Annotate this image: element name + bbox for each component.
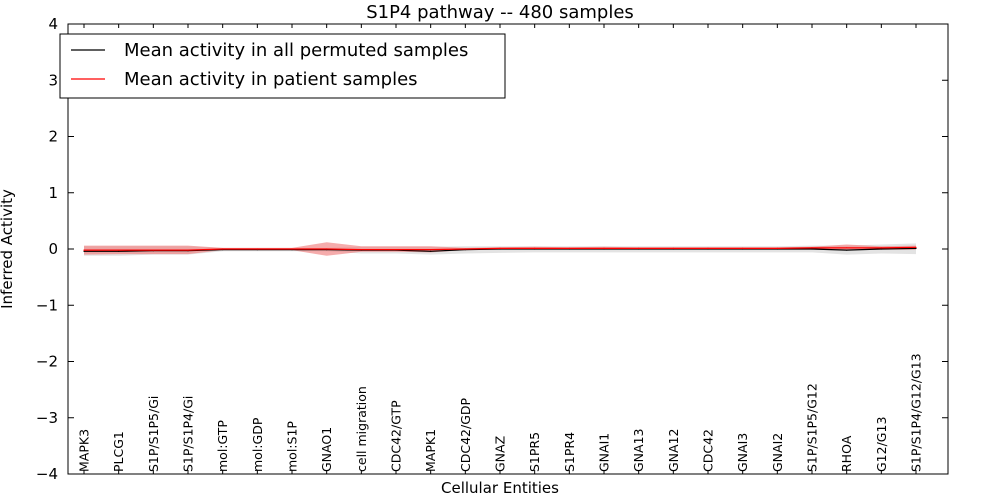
patient-point	[568, 247, 570, 249]
x-category-label: GNA13	[631, 429, 646, 473]
patient-point	[742, 247, 744, 249]
x-category-label: S1P/S1P4/Gi	[181, 396, 196, 472]
patient-point	[222, 248, 224, 250]
patient-point	[846, 247, 848, 249]
patient-point	[776, 247, 778, 249]
x-category-label: MAPK3	[77, 429, 92, 472]
x-axis-ticks: MAPK3 PLCG1 S1P/S1P5/Gi S1P/S1P4/Gi mol:GTP m…	[77, 24, 924, 474]
permuted-point	[118, 250, 120, 252]
series-lines	[83, 246, 917, 252]
y-tick-label: −4	[36, 465, 58, 483]
x-category-label: mol:GDP	[250, 417, 265, 472]
patient-point	[811, 247, 813, 249]
chart-title: S1P4 pathway -- 480 samples	[366, 2, 634, 23]
x-category-label: CDC42	[701, 429, 716, 472]
patient-point	[672, 247, 674, 249]
patient-point	[360, 249, 362, 251]
patient-point	[291, 248, 293, 250]
x-category-label: GNAO1	[319, 427, 334, 472]
x-category-label: G12/G13	[874, 417, 889, 472]
x-category-label: GNAZ	[493, 436, 508, 472]
legend-box	[59, 33, 506, 99]
x-category-label: GNAI2	[770, 433, 785, 472]
y-tick-label: 1	[48, 184, 58, 202]
y-tick-label: −2	[36, 353, 58, 371]
y-tick-label: −1	[36, 296, 58, 314]
patient-point	[638, 247, 640, 249]
y-tick-label: 4	[48, 15, 58, 33]
x-category-label: GNAI1	[597, 433, 612, 472]
patient-point	[603, 247, 605, 249]
x-axis-label: Cellular Entities	[441, 479, 559, 497]
x-category-label: RHOA	[839, 435, 854, 472]
patient-point	[83, 249, 85, 251]
patient-point	[152, 249, 154, 251]
permuted-point	[915, 247, 917, 249]
x-category-label: S1PR4	[562, 432, 577, 472]
patient-point	[464, 248, 466, 250]
legend: Mean activity in all permuted samples Me…	[59, 33, 506, 99]
x-category-label: PLCG1	[111, 431, 126, 472]
x-category-label: cell migration	[354, 386, 369, 472]
x-category-label: MAPK1	[423, 429, 438, 472]
patient-point	[395, 249, 397, 251]
patient-point	[880, 247, 882, 249]
patient-point	[430, 249, 432, 251]
patient-point	[256, 248, 258, 250]
x-category-label: mol:S1P	[285, 421, 300, 472]
legend-entry-permuted: Mean activity in all permuted samples	[124, 40, 468, 61]
x-category-label: CDC42/GDP	[458, 397, 473, 472]
permuted-point	[880, 248, 882, 250]
permuted-point	[430, 250, 432, 252]
patient-point	[534, 247, 536, 249]
y-axis-ticks: 4 3 2 1 0 −1 −2 −3 −4	[36, 15, 948, 483]
patient-point	[326, 248, 328, 250]
y-tick-label: 2	[48, 128, 58, 146]
y-tick-label: 0	[48, 240, 58, 258]
y-tick-label: 3	[48, 71, 58, 89]
x-category-label: S1PR5	[527, 432, 542, 472]
permuted-point	[846, 249, 848, 251]
x-category-label: GNA12	[666, 429, 681, 473]
patient-point	[187, 249, 189, 251]
x-category-label: GNAI3	[735, 433, 750, 472]
y-tick-label: −3	[36, 409, 58, 427]
patient-point	[915, 246, 917, 248]
patient-point	[118, 249, 120, 251]
x-category-label: mol:GTP	[215, 420, 230, 472]
x-category-label: CDC42/GTP	[389, 400, 404, 472]
x-category-label: S1P/S1P4/G12/G13	[909, 353, 924, 472]
patient-point	[499, 247, 501, 249]
permuted-point	[83, 250, 85, 252]
legend-entry-patient: Mean activity in patient samples	[124, 69, 418, 90]
patient-point	[707, 247, 709, 249]
y-axis-label: Inferred Activity	[0, 189, 16, 309]
permuted-point	[811, 248, 813, 250]
x-category-label: S1P/S1P5/Gi	[146, 396, 161, 472]
x-category-label: S1P/S1P5/G12	[805, 383, 820, 472]
